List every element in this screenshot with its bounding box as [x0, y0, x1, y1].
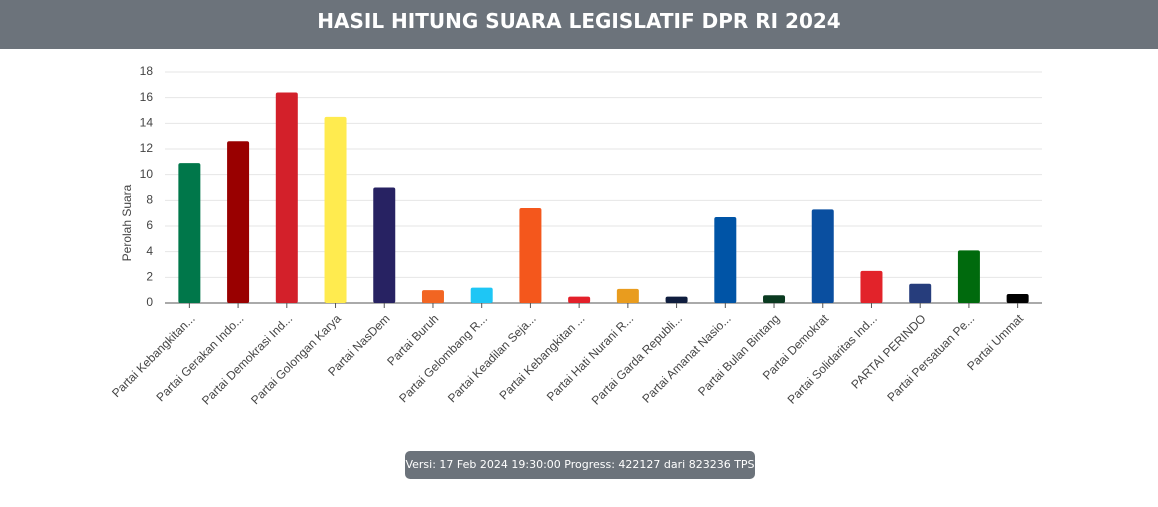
- y-tick-label: 16: [140, 90, 154, 104]
- bar: [568, 296, 591, 303]
- bar: [763, 295, 786, 303]
- x-tick-label: Partai Golongan Karya: [248, 311, 344, 407]
- x-tick-label: Partai Gerakan Indo...: [154, 311, 247, 404]
- bar: [373, 187, 396, 303]
- y-tick-label: 2: [146, 270, 153, 284]
- bar: [1006, 294, 1029, 303]
- bar: [324, 116, 347, 304]
- y-tick-label: 18: [140, 64, 154, 78]
- x-tick-label: Partai Demokrasi Ind...: [199, 311, 295, 407]
- bar: [470, 287, 493, 303]
- y-axis-label: Perolah Suara: [120, 184, 134, 261]
- bar: [860, 270, 883, 303]
- version-badge: Versi: 17 Feb 2024 19:30:00 Progress: 42…: [405, 451, 755, 499]
- bar: [519, 208, 542, 303]
- y-tick-label: 10: [140, 167, 154, 181]
- chart-title: HASIL HITUNG SUARA LEGISLATIF DPR RI 202…: [0, 0, 1158, 49]
- bar: [811, 209, 834, 303]
- x-tick-label: Partai Persatuan Pe...: [884, 311, 977, 404]
- y-tick-label: 12: [140, 141, 154, 155]
- x-tick-label: Partai Garda Republi...: [589, 311, 685, 407]
- y-tick-label: 14: [140, 116, 154, 130]
- bar: [909, 283, 932, 303]
- x-tick-label: Partai Kebangkitan ...: [496, 311, 587, 402]
- y-tick-label: 4: [146, 244, 153, 258]
- x-tick-label: Partai Keadilan Seja...: [445, 311, 539, 405]
- y-tick-label: 0: [146, 295, 153, 309]
- bar: [665, 296, 688, 303]
- x-tick-label: Partai Hati Nurani R...: [544, 311, 636, 403]
- bar: [714, 217, 737, 303]
- x-tick-label: Partai Kebangkitan...: [109, 311, 198, 400]
- bar: [275, 92, 298, 304]
- x-tick-label: Partai Amanat Nasio...: [639, 311, 733, 405]
- y-tick-label: 8: [146, 193, 153, 207]
- chart: Perolah Suara 0 2 4 6 8 10 12 14 16 18 Partai Keba…: [109, 64, 1042, 408]
- bar: [957, 250, 980, 303]
- y-tick-label: 6: [146, 218, 153, 232]
- bar: [227, 141, 250, 303]
- bar: [178, 163, 201, 303]
- bar: [616, 288, 639, 303]
- x-tick-label: Partai Gelombang R...: [396, 311, 490, 405]
- bar: [421, 290, 444, 303]
- x-tick-label: Partai Bulan Bintang: [695, 311, 782, 398]
- x-tick-label: Partai Solidaritas Ind...: [785, 311, 880, 406]
